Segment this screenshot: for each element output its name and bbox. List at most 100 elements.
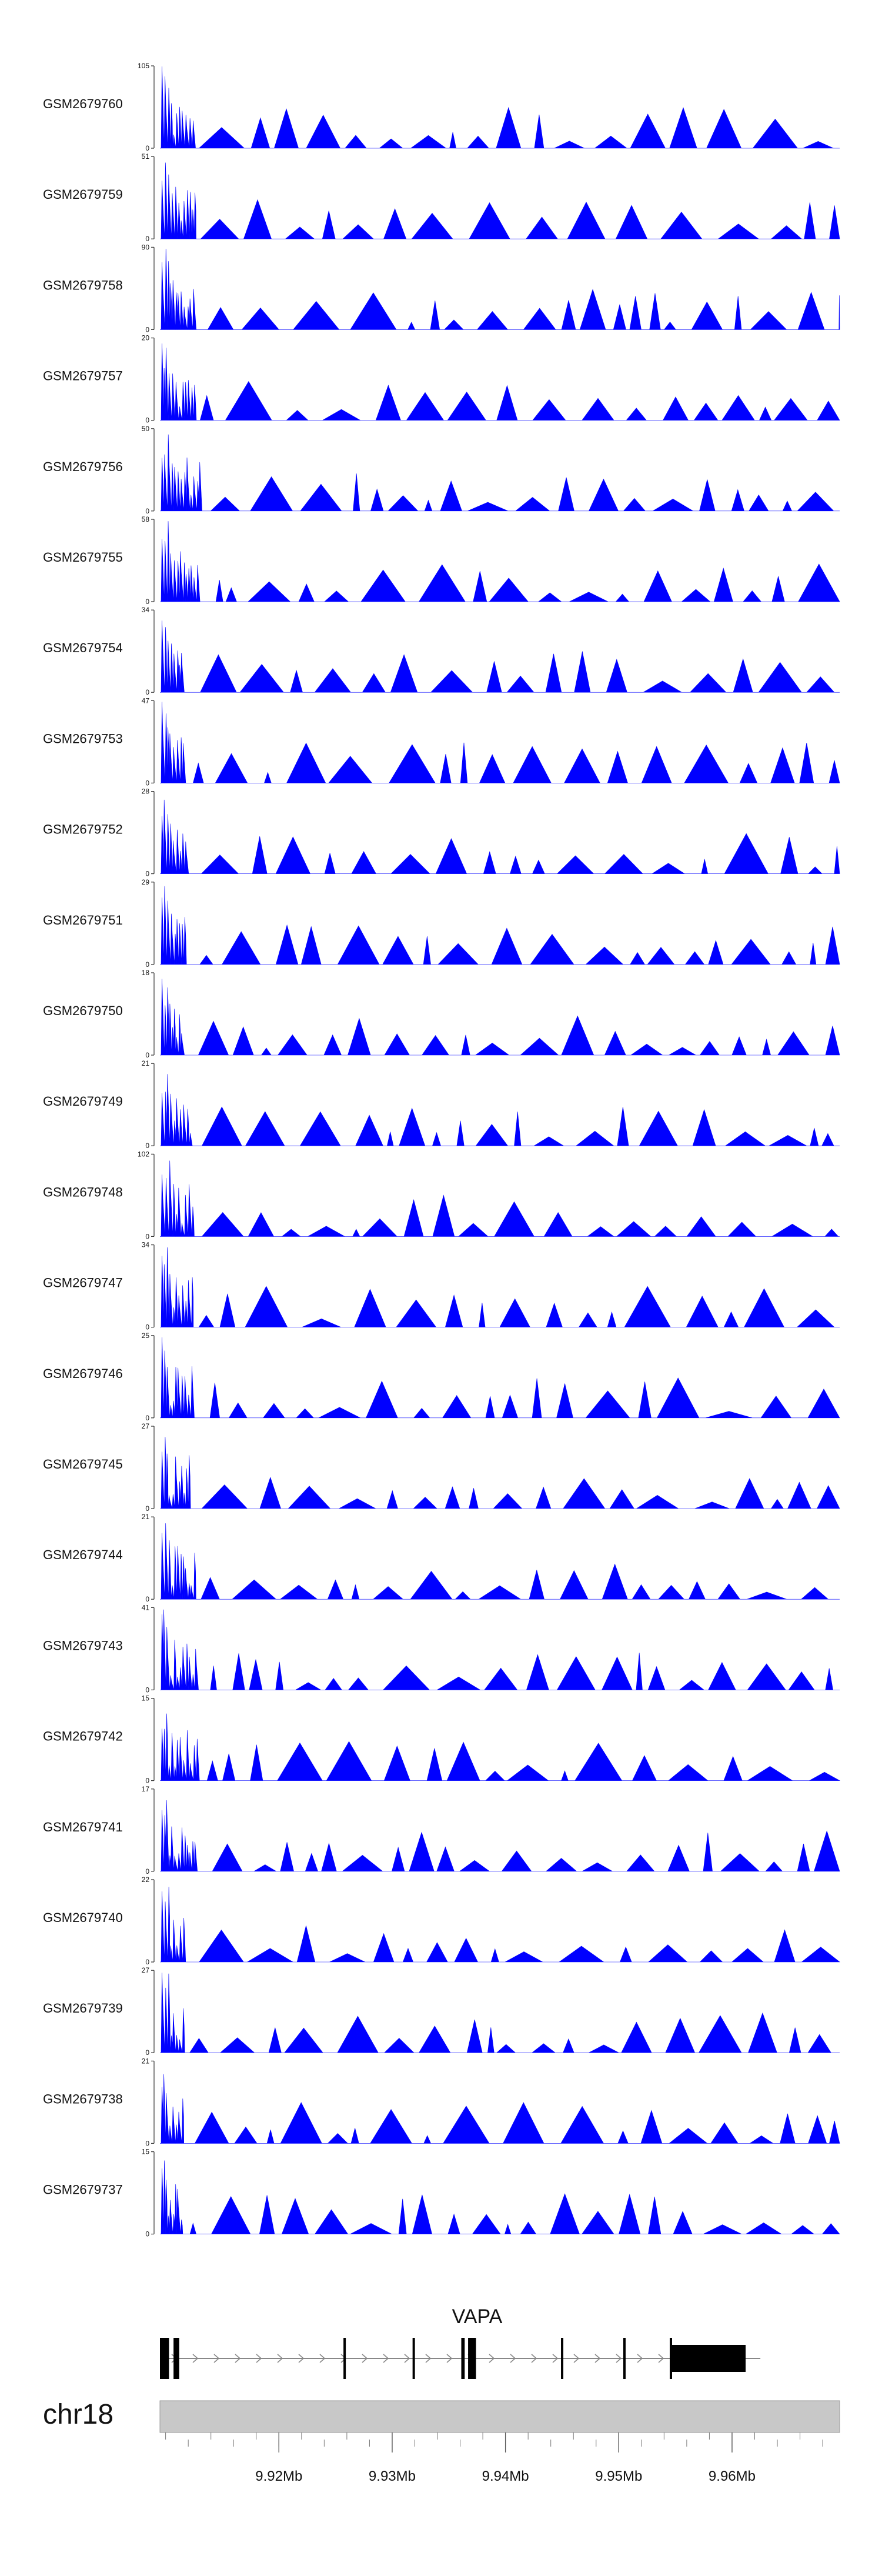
coverage-area	[160, 886, 840, 965]
y-axis-min-label: 0	[145, 1323, 149, 1332]
chromosome-label: chr18	[43, 2399, 113, 2430]
track-label: GSM2679737	[43, 2183, 123, 2197]
coverage-area	[160, 1523, 840, 1600]
y-axis-min-label: 0	[145, 2139, 149, 2147]
y-axis-max-label: 58	[142, 515, 150, 523]
exon-block	[561, 2338, 564, 2379]
x-tick-label: 9.94Mb	[482, 2468, 529, 2484]
track-label: GSM2679748	[43, 1184, 123, 1199]
y-axis-min-label: 0	[145, 1504, 149, 1513]
y-axis-max-label: 102	[138, 1150, 149, 1158]
y-axis-max-label: 25	[142, 1332, 150, 1340]
coverage-area	[160, 1337, 840, 1419]
track-label: GSM2679750	[43, 1003, 123, 1018]
track-GSM2679740: GSM2679740 22 0	[43, 1876, 840, 1966]
coverage-area	[160, 343, 840, 421]
coverage-area	[160, 979, 840, 1056]
y-axis-min-label: 0	[145, 1867, 149, 1876]
y-axis-max-label: 29	[142, 878, 150, 886]
coverage-area	[160, 1609, 840, 1690]
track-GSM2679757: GSM2679757 20 0	[43, 334, 840, 425]
exon-block	[623, 2338, 626, 2379]
y-axis-min-label: 0	[145, 779, 149, 787]
track-GSM2679759: GSM2679759 51 0	[43, 152, 840, 243]
coverage-area	[160, 620, 840, 693]
coverage-area	[160, 1074, 840, 1146]
strand-arrow	[446, 2354, 453, 2363]
y-axis-min-label: 0	[145, 507, 149, 515]
y-axis-max-label: 105	[138, 62, 149, 70]
track-label: GSM2679756	[43, 459, 123, 474]
strand-arrow	[594, 2354, 601, 2363]
strand-arrow	[277, 2354, 283, 2363]
y-axis-min-label: 0	[145, 1051, 149, 1059]
track-GSM2679754: GSM2679754 34 0	[43, 606, 840, 696]
track-GSM2679755: GSM2679755 58 0	[43, 515, 840, 606]
strand-arrow	[510, 2354, 516, 2363]
track-label: GSM2679742	[43, 1729, 123, 1744]
x-tick-label: 9.96Mb	[709, 2468, 756, 2484]
strand-arrow	[383, 2354, 389, 2363]
track-GSM2679752: GSM2679752 28 0	[43, 788, 840, 878]
exon-block	[671, 2345, 746, 2372]
y-axis-max-label: 28	[142, 788, 150, 796]
y-axis-min-label: 0	[145, 2048, 149, 2057]
y-axis-min-label: 0	[145, 1142, 149, 1150]
coverage-area	[160, 1437, 840, 1509]
track-GSM2679743: GSM2679743 41 0	[43, 1603, 840, 1694]
track-label: GSM2679740	[43, 1910, 123, 1925]
strand-arrow	[531, 2354, 537, 2363]
y-axis-max-label: 18	[142, 969, 150, 977]
track-label: GSM2679751	[43, 913, 123, 927]
y-axis-min-label: 0	[145, 1958, 149, 1966]
y-axis-min-label: 0	[145, 1414, 149, 1422]
y-axis-min-label: 0	[145, 1777, 149, 1785]
strand-arrow	[616, 2354, 622, 2363]
y-axis-min-label: 0	[145, 688, 149, 696]
y-axis-min-label: 0	[145, 144, 149, 152]
track-label: GSM2679749	[43, 1094, 123, 1109]
strand-arrow	[573, 2354, 580, 2363]
strand-arrow	[298, 2354, 305, 2363]
strand-arrow	[404, 2354, 410, 2363]
track-label: GSM2679760	[43, 96, 123, 111]
track-label: GSM2679753	[43, 731, 123, 746]
coverage-area	[160, 702, 840, 783]
y-axis-max-label: 22	[142, 1876, 150, 1884]
coverage-area	[160, 434, 840, 512]
chromosome-axis-track: chr18 9.92Mb 9.93Mb 9.94Mb 9.95Mb 9.96Mb	[43, 2399, 840, 2484]
coverage-area	[160, 249, 840, 330]
track-label: GSM2679739	[43, 2001, 123, 2016]
y-axis-min-label: 0	[145, 1232, 149, 1240]
strand-arrow	[256, 2354, 262, 2363]
track-GSM2679753: GSM2679753 47 0	[43, 696, 840, 787]
strand-arrow	[213, 2354, 220, 2363]
y-axis-min-label: 0	[145, 870, 149, 878]
track-GSM2679760: GSM2679760 105 0	[43, 62, 840, 152]
track-GSM2679742: GSM2679742 15 0	[43, 1694, 841, 1785]
y-axis-min-label: 0	[145, 598, 149, 606]
y-axis-min-label: 0	[145, 1595, 149, 1603]
y-axis-min-label: 0	[145, 325, 149, 333]
track-GSM2679758: GSM2679758 90 0	[43, 243, 840, 333]
coverage-area	[160, 162, 840, 239]
strand-arrow	[425, 2354, 432, 2363]
strand-arrow	[637, 2354, 643, 2363]
exon-block	[412, 2338, 415, 2379]
x-tick-label: 9.95Mb	[595, 2468, 642, 2484]
y-axis-min-label: 0	[145, 2230, 149, 2238]
y-axis-max-label: 15	[142, 1694, 150, 1703]
y-axis-max-label: 17	[142, 1785, 150, 1793]
exon-block	[173, 2338, 179, 2379]
coverage-area	[160, 1800, 840, 1872]
strand-arrow	[658, 2354, 664, 2363]
strand-arrow	[362, 2354, 368, 2363]
coverage-area	[160, 1247, 840, 1327]
strand-arrow	[192, 2354, 199, 2363]
coverage-area	[160, 2160, 840, 2234]
y-axis-max-label: 51	[142, 152, 150, 161]
track-GSM2679748: GSM2679748 102 0	[43, 1150, 840, 1240]
exon-block	[160, 2338, 169, 2379]
y-axis-max-label: 27	[142, 1422, 150, 1430]
y-axis-max-label: 15	[142, 2148, 150, 2156]
